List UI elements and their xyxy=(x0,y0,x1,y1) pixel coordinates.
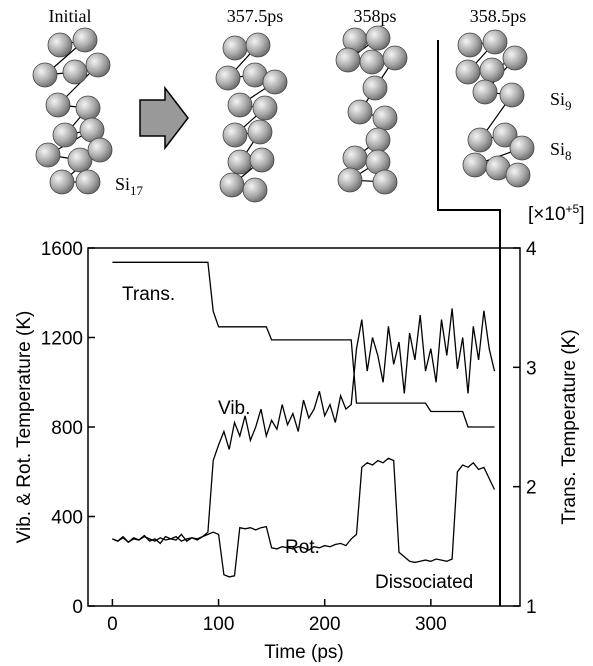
y2-multiplier: [×10+5] xyxy=(528,202,584,225)
cluster-count: 17 xyxy=(130,183,144,198)
cluster-count: 9 xyxy=(565,98,572,113)
atom xyxy=(456,60,480,84)
y-axis-label: Vib. & Rot. Temperature (K) xyxy=(14,311,35,544)
atom xyxy=(246,33,270,57)
multiplier-close: ] xyxy=(579,204,584,225)
x-axis-label: Time (ps) xyxy=(264,642,344,663)
cluster-element: Si xyxy=(115,174,130,194)
atom xyxy=(76,170,100,194)
y-tick-label: 400 xyxy=(51,508,83,529)
atom xyxy=(73,28,97,52)
y-tick-label: 1200 xyxy=(41,329,83,350)
atom xyxy=(463,153,487,177)
series-label: Trans. xyxy=(122,284,175,305)
atom xyxy=(506,163,530,187)
series-line xyxy=(112,308,494,543)
atom xyxy=(76,96,100,120)
atom xyxy=(343,146,367,170)
atom xyxy=(373,106,397,130)
y2-tick-label: 4 xyxy=(526,239,537,260)
atom xyxy=(480,58,504,82)
atom xyxy=(373,170,397,194)
y-tick-label: 1600 xyxy=(41,239,83,260)
series-line xyxy=(112,458,494,577)
atom xyxy=(468,128,492,152)
x-tick-label: 100 xyxy=(203,614,235,635)
atom xyxy=(46,93,70,117)
atom xyxy=(263,70,287,94)
atom xyxy=(220,173,244,197)
cluster-label: Si8 xyxy=(550,139,572,163)
cluster-element: Si xyxy=(550,89,565,109)
atom xyxy=(88,138,112,162)
multiplier-base: [×10 xyxy=(528,204,566,225)
x-tick-label: 200 xyxy=(309,614,341,635)
y2-tick-label: 1 xyxy=(526,597,537,618)
atom xyxy=(483,30,507,54)
figure: Initial357.5ps358ps358.5psSi17Si9Si80100… xyxy=(0,0,593,666)
y2-axis-label: Trans. Temperature (K) xyxy=(559,329,580,524)
y2-tick-label: 3 xyxy=(526,358,537,379)
cluster-element: Si xyxy=(550,139,565,159)
series-label: Vib. xyxy=(218,398,250,419)
x-tick-label: 0 xyxy=(107,614,118,635)
atom xyxy=(228,150,252,174)
atom xyxy=(366,128,390,152)
atom xyxy=(500,83,524,107)
atom xyxy=(336,48,360,72)
atom xyxy=(63,60,87,84)
atom xyxy=(53,123,77,147)
atom xyxy=(216,66,240,90)
atom xyxy=(250,148,274,172)
y2-tick-label: 2 xyxy=(526,478,537,499)
multiplier-exp: +5 xyxy=(566,202,580,216)
atom xyxy=(86,53,110,77)
atom xyxy=(36,143,60,167)
atom xyxy=(223,123,247,147)
y-tick-label: 800 xyxy=(51,418,83,439)
annotation: Dissociated xyxy=(375,572,473,593)
atom xyxy=(243,178,267,202)
x-tick-label: 300 xyxy=(415,614,447,635)
atom xyxy=(360,50,384,74)
time-label: Initial xyxy=(49,6,92,26)
time-label: 358ps xyxy=(353,6,396,26)
atom xyxy=(363,76,387,100)
atom xyxy=(228,93,252,117)
atom xyxy=(503,46,527,70)
atom xyxy=(338,168,362,192)
cluster-label: Si9 xyxy=(550,89,572,113)
atom xyxy=(248,120,272,144)
arrow xyxy=(140,88,188,148)
atom xyxy=(366,26,390,50)
atom xyxy=(458,33,482,57)
atom xyxy=(33,63,57,87)
atom xyxy=(383,46,407,70)
atom xyxy=(50,170,74,194)
atom xyxy=(223,36,247,60)
time-label: 357.5ps xyxy=(227,6,284,26)
page: {"chart_data": {"type": "line", "x_label… xyxy=(0,0,593,666)
atom xyxy=(253,96,277,120)
cluster-count: 8 xyxy=(565,148,572,163)
time-label: 358.5ps xyxy=(470,6,527,26)
y-tick-label: 0 xyxy=(72,597,83,618)
cluster-label: Si17 xyxy=(115,174,144,198)
atom xyxy=(473,80,497,104)
atom xyxy=(348,100,372,124)
atom xyxy=(510,136,534,160)
series-label: Rot. xyxy=(285,537,320,558)
atom xyxy=(48,33,72,57)
